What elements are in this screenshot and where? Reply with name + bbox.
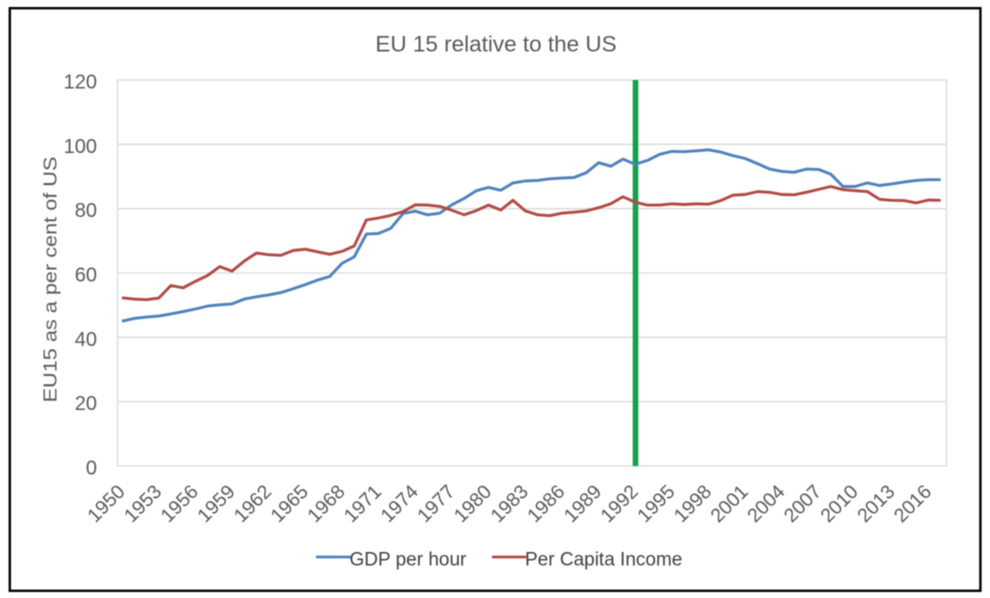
svg-text:1974: 1974 xyxy=(377,481,423,527)
svg-text:1995: 1995 xyxy=(633,481,679,527)
svg-text:1977: 1977 xyxy=(413,481,459,527)
svg-text:2004: 2004 xyxy=(743,481,789,527)
svg-text:120: 120 xyxy=(64,72,97,94)
svg-text:0: 0 xyxy=(86,458,97,480)
svg-text:20: 20 xyxy=(75,393,97,415)
svg-text:1971: 1971 xyxy=(340,481,386,527)
svg-text:1962: 1962 xyxy=(230,481,276,527)
svg-text:1980: 1980 xyxy=(450,481,496,527)
svg-text:1998: 1998 xyxy=(670,481,716,527)
svg-text:1950: 1950 xyxy=(83,481,129,527)
svg-text:2007: 2007 xyxy=(780,481,826,527)
svg-text:Per Capita Income: Per Capita Income xyxy=(525,550,682,571)
svg-text:EU 15 relative to the US: EU 15 relative to the US xyxy=(375,31,616,56)
svg-text:1956: 1956 xyxy=(157,481,203,527)
svg-text:1965: 1965 xyxy=(267,481,313,527)
svg-text:1992: 1992 xyxy=(596,481,642,527)
svg-text:1953: 1953 xyxy=(120,481,166,527)
svg-text:2001: 2001 xyxy=(706,481,752,527)
svg-text:60: 60 xyxy=(75,265,97,287)
svg-text:1983: 1983 xyxy=(487,481,533,527)
svg-text:EU15 as a per cent of US: EU15 as a per cent of US xyxy=(41,157,61,403)
svg-text:1986: 1986 xyxy=(523,481,569,527)
svg-text:100: 100 xyxy=(64,136,97,158)
svg-text:1989: 1989 xyxy=(560,481,606,527)
svg-text:40: 40 xyxy=(75,329,97,351)
svg-text:GDP per hour: GDP per hour xyxy=(350,550,468,571)
svg-text:2010: 2010 xyxy=(816,481,862,527)
svg-text:80: 80 xyxy=(75,200,97,222)
svg-text:2013: 2013 xyxy=(853,481,899,527)
svg-text:1968: 1968 xyxy=(303,481,349,527)
svg-text:2016: 2016 xyxy=(890,481,936,527)
svg-text:1959: 1959 xyxy=(193,481,239,527)
